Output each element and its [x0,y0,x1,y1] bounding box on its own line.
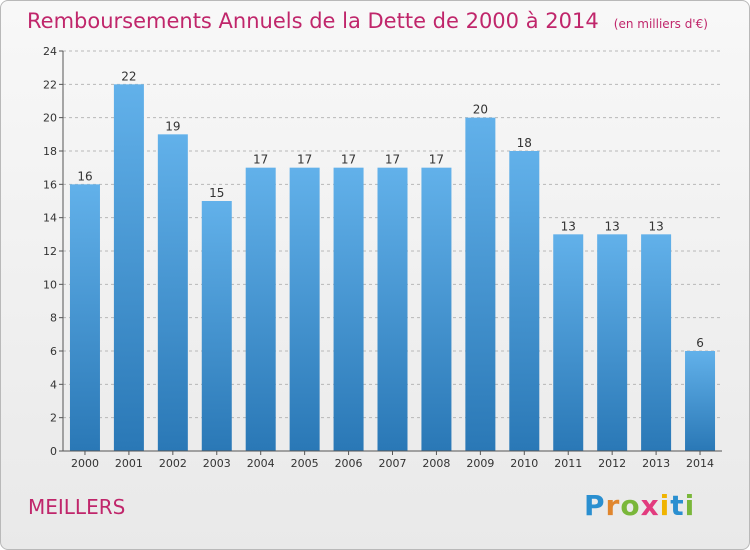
x-tick-label: 2003 [203,457,231,470]
x-tick-label: 2002 [159,457,187,470]
bar [201,201,232,451]
bar [333,167,364,451]
bar [157,134,188,452]
bar [69,184,100,452]
bar [245,167,276,451]
chart-subtitle: (en milliers d'€) [613,17,708,31]
bar-value-label: 16 [77,169,92,183]
x-tick-label: 2014 [686,457,714,470]
proxiti-logo[interactable]: Proxiti [584,489,695,522]
x-tick-label: 2009 [466,457,494,470]
x-tick-label: 2005 [291,457,319,470]
bar-value-label: 13 [605,219,620,233]
logo-letter: t [670,489,685,522]
x-tick-label: 2004 [247,457,275,470]
y-tick-label: 18 [43,145,57,158]
bar-value-label: 13 [561,219,576,233]
logo-letter: P [584,489,606,522]
bar [509,151,540,451]
x-tick-label: 2000 [71,457,99,470]
y-tick-label: 2 [50,412,57,425]
bar-layer: 16 22 19 15 17 17 17 17 17 20 18 13 13 13 6 [69,69,716,452]
x-tick-label: 2011 [554,457,582,470]
commune-name: MEILLERS [28,495,126,519]
y-tick-label: 12 [43,245,57,258]
logo-letter: x [640,489,660,522]
logo-letter: i [684,489,696,522]
bar [685,351,716,451]
x-tick-label: 2007 [379,457,407,470]
x-tick-label: 2013 [642,457,670,470]
x-tick-label: 2008 [422,457,450,470]
bar [465,117,496,452]
y-tick-label: 16 [43,178,57,191]
bar-value-label: 22 [121,69,136,83]
x-tick-label: 2012 [598,457,626,470]
bar [377,167,408,451]
bar [641,234,672,451]
bar [553,234,584,451]
bar-value-label: 6 [696,336,704,350]
bar [421,167,452,451]
y-tick-label: 14 [43,212,57,225]
bar-value-label: 13 [648,219,663,233]
bar-value-label: 18 [517,136,532,150]
y-tick-label: 0 [50,445,57,458]
bar-value-label: 17 [385,153,400,167]
bar-value-label: 17 [253,153,268,167]
x-tick-label: 2006 [335,457,363,470]
y-tick-label: 8 [50,312,57,325]
bar-value-label: 17 [341,153,356,167]
bar-value-label: 17 [429,153,444,167]
bar-value-label: 15 [209,186,224,200]
x-tick-label: 2010 [510,457,538,470]
bar-value-label: 17 [297,153,312,167]
logo-letter: r [605,489,621,522]
logo-letter: o [620,489,641,522]
y-tick-label: 4 [50,378,57,391]
title-row: Remboursements Annuels de la Dette de 20… [27,9,708,33]
bar [113,84,144,451]
x-tick-label: 2001 [115,457,143,470]
bar [597,234,628,451]
bar-value-label: 19 [165,119,180,133]
chart-title: Remboursements Annuels de la Dette de 20… [27,9,599,33]
y-tick-label: 10 [43,278,57,291]
y-tick-label: 6 [50,345,57,358]
bar-value-label: 20 [473,103,488,117]
bar [289,167,320,451]
logo-letter: i [659,489,671,522]
y-tick-label: 22 [43,78,57,91]
y-tick-label: 20 [43,112,57,125]
y-tick-label: 24 [43,45,57,58]
